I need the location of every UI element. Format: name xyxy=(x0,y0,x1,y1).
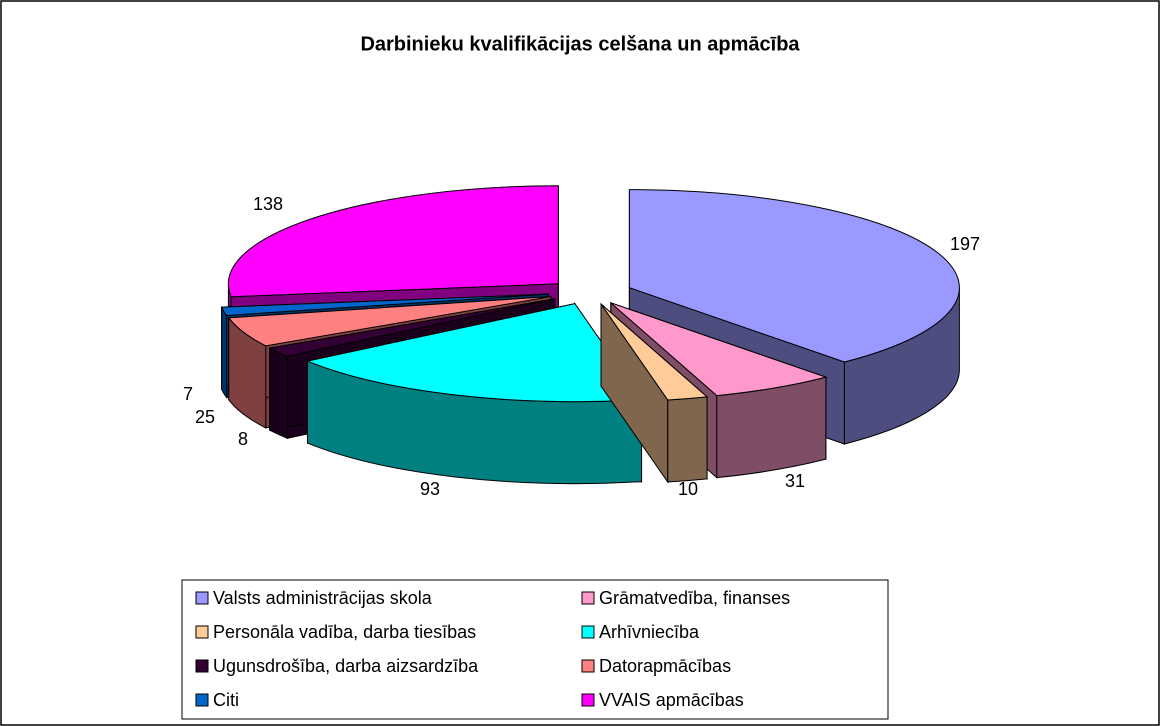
legend-swatch xyxy=(195,625,209,639)
data-label: 197 xyxy=(950,234,980,254)
legend-label: Datorapmācības xyxy=(599,656,731,676)
chart-title: Darbinieku kvalifikācijas celšana un apm… xyxy=(360,33,800,55)
data-label: 7 xyxy=(183,384,193,404)
legend: Valsts administrācijas skola Grāmatvedība… xyxy=(195,588,790,710)
legend-swatch xyxy=(195,659,209,673)
legend-label: Valsts administrācijas skola xyxy=(213,588,433,608)
data-label: 8 xyxy=(238,429,248,449)
legend-swatch xyxy=(581,625,595,639)
legend-box xyxy=(181,579,889,720)
slice xyxy=(600,302,709,484)
pie xyxy=(220,185,960,485)
slice-top xyxy=(268,298,555,357)
legend-label: VVAIS apmācības xyxy=(599,690,744,710)
legend-label: Personāla vadība, darba tiesības xyxy=(213,622,476,642)
legend-swatch xyxy=(195,591,209,605)
data-label: 10 xyxy=(678,479,698,499)
legend-swatch xyxy=(581,659,595,673)
legend-swatch xyxy=(195,693,209,707)
legend-swatch xyxy=(581,693,595,707)
slice-side xyxy=(221,306,228,399)
legend-label: Ugunsdrošība, darba aizsardzība xyxy=(213,656,479,676)
data-label: 25 xyxy=(195,407,215,427)
slice-top xyxy=(227,185,559,298)
slice-top xyxy=(227,296,551,347)
data-label: 93 xyxy=(420,479,440,499)
data-label: 138 xyxy=(253,194,283,214)
data-label: 31 xyxy=(785,471,805,491)
legend-label: Grāmatvedība, finanses xyxy=(599,588,790,608)
slice-top xyxy=(305,303,643,403)
slice xyxy=(305,302,643,485)
slice-top xyxy=(600,303,709,401)
legend-swatch xyxy=(581,591,595,605)
legend-label: Citi xyxy=(213,690,239,710)
slice-top xyxy=(220,293,549,317)
slice-side xyxy=(667,396,708,483)
slice-top xyxy=(628,189,960,363)
slice-top xyxy=(610,302,828,397)
slice-side xyxy=(269,347,288,440)
legend-label: Arhīvniecība xyxy=(599,622,700,642)
